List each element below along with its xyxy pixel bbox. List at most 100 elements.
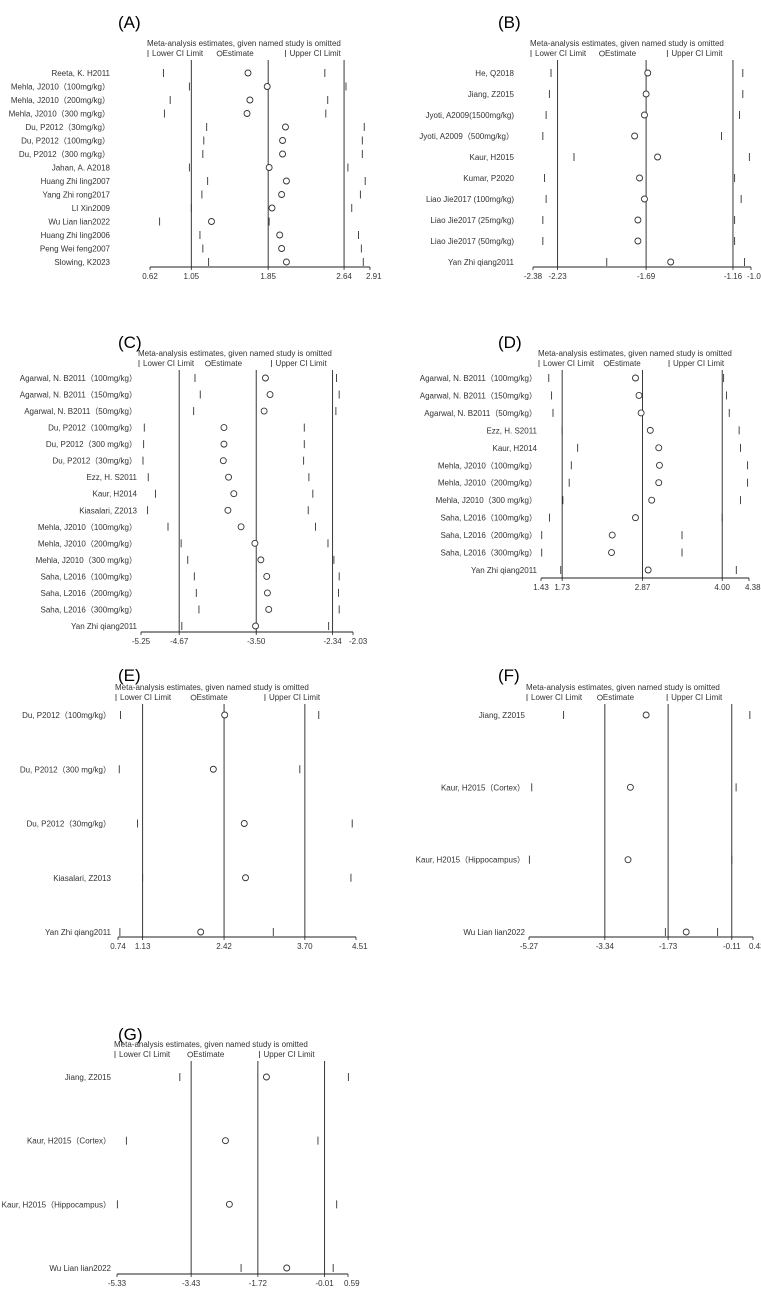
panel-label: (D) (498, 333, 522, 352)
legend-upper-label: Upper CI Limit (671, 49, 723, 58)
panel-label: (B) (498, 13, 521, 32)
legend-estimate-label: Estimate (610, 359, 642, 368)
estimate-point (257, 556, 265, 564)
forest-panel: (B) Meta-analysis estimates, given named … (419, 13, 761, 281)
legend-estimate-marker (603, 360, 610, 367)
study-label: Du, P2012（300 mg/kg） (46, 440, 137, 449)
estimate-point (641, 195, 648, 203)
estimate-point (246, 96, 254, 104)
estimate-point (221, 711, 229, 719)
study-label: Agarwal, N. B2011（100mg/kg） (420, 374, 537, 383)
legend-estimate-marker (216, 50, 223, 57)
study-label: Kaur, H2015（Hippocampus） (2, 1200, 111, 1209)
estimate-point (243, 110, 251, 117)
study-label: Agarwal, N. B2011（100mg/kg） (20, 374, 137, 383)
x-tick-label: 1.13 (135, 942, 151, 951)
chart-header-title: Meta-analysis estimates, given named stu… (147, 39, 341, 48)
chart-header-title: Meta-analysis estimates, given named stu… (114, 1040, 308, 1049)
legend-upper-label: Upper CI Limit (276, 359, 328, 368)
study-label: Jiang, Z2015 (468, 90, 515, 99)
x-tick-label: 0.43 (749, 942, 761, 951)
legend-estimate-marker (597, 694, 603, 701)
study-label: Saha, L2016（100mg/kg） (40, 572, 137, 581)
study-label: Saha, L2016（200mg/kg） (40, 589, 137, 598)
x-tick-label: -2.23 (548, 272, 567, 281)
study-label: Mehla, J2010（100mg/kg） (438, 461, 537, 470)
x-tick-label: -5.27 (520, 942, 539, 951)
study-label: Ezz, H. S2011 (86, 473, 137, 482)
study-label: Mehla, J2010（100mg/kg） (38, 523, 137, 532)
estimate-point (220, 424, 228, 432)
x-tick-label: -5.33 (108, 1279, 127, 1287)
estimate-point (654, 153, 662, 161)
study-label: Saha, L2016（100mg/kg） (440, 514, 537, 523)
estimate-point (266, 391, 274, 398)
x-tick-label: -0.01 (315, 1279, 334, 1287)
legend-estimate-label: Estimate (197, 693, 229, 702)
study-label: Kiasalari, Z2013 (53, 874, 111, 883)
estimate-point (632, 514, 639, 522)
estimate-point (282, 123, 289, 131)
study-label: Du, P2012（30mg/kg） (26, 123, 111, 132)
estimate-point (667, 258, 675, 266)
study-label: Du, P2012（30mg/kg） (53, 457, 138, 466)
study-label: He, Q2018 (475, 69, 514, 78)
study-label: Kaur, H2014 (493, 444, 538, 453)
study-label: Yang Zhi rong2017 (43, 191, 111, 200)
study-label: Saha, L2016（200mg/kg） (440, 531, 537, 540)
legend-lower-label: Lower CI Limit (119, 1050, 171, 1059)
estimate-point (283, 1264, 291, 1272)
study-label: Du, P2012（100mg/kg） (48, 424, 137, 433)
estimate-point (263, 572, 271, 580)
x-tick-label: -1.05 (747, 272, 761, 281)
forest-panel: (E)Meta-analysis estimates, given named … (20, 666, 368, 951)
x-tick-label: 1.85 (260, 272, 276, 281)
study-label: Du, P2012（100mg/kg） (21, 137, 110, 146)
x-tick-label: 2.87 (635, 583, 651, 592)
legend-estimate-marker (187, 1051, 194, 1058)
estimate-point (641, 111, 648, 119)
estimate-point (252, 622, 260, 630)
estimate-point (626, 783, 634, 791)
legend-lower-label: Lower CI Limit (531, 693, 583, 702)
study-label: Yan Zhi qiang2011 (45, 928, 112, 937)
study-label: Ezz, H. S2011 (486, 426, 537, 435)
legend-upper-label: Upper CI Limit (671, 693, 723, 702)
x-tick-label: 4.51 (352, 942, 368, 951)
x-tick-label: -1.69 (637, 272, 656, 281)
study-label: Jyoti, A2009（500mg/kg） (419, 132, 514, 141)
study-label: Mehla, J2010（300 mg/kg） (9, 110, 110, 119)
study-label: Jahan, A. A2018 (52, 164, 111, 173)
estimate-point (644, 566, 652, 574)
study-label: Wu Lian lian2022 (463, 928, 525, 937)
x-tick-label: 4.38 (745, 583, 761, 592)
x-tick-label: 4.00 (714, 583, 730, 592)
x-tick-label: -1.73 (659, 942, 678, 951)
chart-header-title: Meta-analysis estimates, given named stu… (115, 683, 309, 692)
forest-panel: (A) Meta-analysis estimates, given named … (9, 13, 383, 281)
estimate-point (222, 1137, 229, 1145)
study-label: Jiang, Z2015 (479, 711, 526, 720)
x-tick-label: 0.59 (344, 1279, 360, 1287)
x-tick-label: 3.70 (297, 942, 313, 951)
forest-panel: (F) Meta-analysis estimates, given named … (416, 666, 761, 951)
estimate-point (261, 374, 269, 382)
estimate-point (219, 457, 227, 465)
x-tick-label: 2.91 (366, 272, 382, 281)
forest-panel: (D) Meta-analysis estimates, given named … (420, 333, 761, 592)
legend-estimate-marker (205, 360, 211, 367)
estimate-point (637, 409, 645, 417)
panel-label: (G) (118, 1025, 143, 1044)
estimate-point (197, 928, 205, 936)
x-tick-label: -1.16 (724, 272, 743, 281)
estimate-point (276, 231, 284, 239)
x-tick-label: -1.72 (249, 1279, 268, 1287)
legend-upper-label: Upper CI Limit (264, 1050, 316, 1059)
estimate-point (262, 1073, 270, 1081)
estimate-point (279, 150, 287, 158)
estimate-point (632, 374, 639, 382)
legend-upper-label: Upper CI Limit (673, 359, 725, 368)
study-label: Jiang, Z2015 (65, 1073, 112, 1082)
x-tick-label: -5.25 (132, 637, 151, 646)
